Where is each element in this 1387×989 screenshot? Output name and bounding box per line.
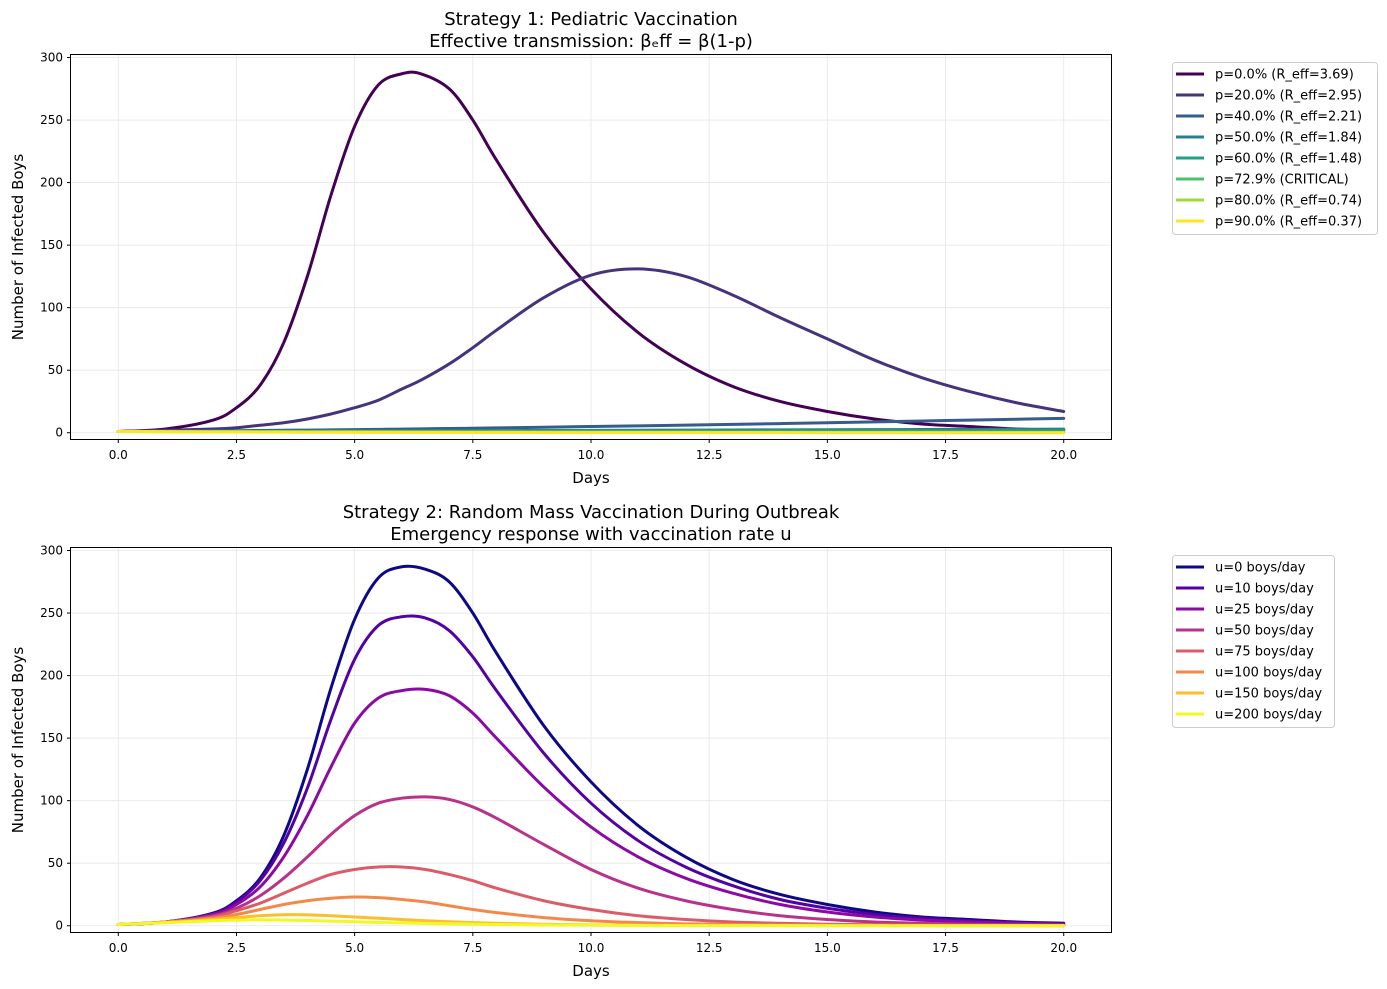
legend-label: u=150 boys/day <box>1215 687 1322 702</box>
series-line-3 <box>116 687 1066 926</box>
x-tick-label: 10.0 <box>578 448 605 462</box>
chart-2-legend: u=0 boys/day u=10 boys/day u=25 boys/day u=… <box>1172 555 1335 728</box>
legend-label: p=80.0% (R_eff=0.74) <box>1215 194 1362 209</box>
legend-label: u=100 boys/day <box>1215 666 1322 681</box>
x-tick-label: 20.0 <box>1050 448 1077 462</box>
y-tick-label: 150 <box>40 731 63 745</box>
x-tick-label: 10.0 <box>578 941 605 955</box>
legend-label: u=50 boys/day <box>1215 624 1314 639</box>
chart-2-title: Strategy 2: Random Mass Vaccination Duri… <box>343 502 840 523</box>
series-line-1 <box>116 564 1066 926</box>
legend-label: u=200 boys/day <box>1215 708 1322 723</box>
y-tick-label: 100 <box>40 794 63 808</box>
legend-label: p=20.0% (R_eff=2.95) <box>1215 89 1362 104</box>
chart-2-ylabel: Number of Infected Boys <box>9 647 27 834</box>
x-tick-label: 17.5 <box>932 448 959 462</box>
x-tick-label: 12.5 <box>696 941 723 955</box>
x-tick-label: 0.0 <box>109 941 128 955</box>
legend-box <box>1172 555 1335 728</box>
x-tick-label: 7.5 <box>463 941 482 955</box>
x-tick-label: 20.0 <box>1050 941 1077 955</box>
legend-label: u=75 boys/day <box>1215 645 1314 660</box>
strategy-1-chart: Strategy 1: Pediatric Vaccination Effect… <box>9 9 1378 487</box>
legend-label: u=25 boys/day <box>1215 603 1314 618</box>
chart-1-legend: p=0.0% (R_eff=3.69) p=20.0% (R_eff=2.95)p… <box>1172 62 1378 235</box>
y-tick-label: 300 <box>40 51 63 65</box>
legend-label: p=90.0% (R_eff=0.37) <box>1215 215 1362 230</box>
y-tick-label: 0 <box>55 919 63 933</box>
y-tick-label: 150 <box>40 238 63 252</box>
legend-label: p=60.0% (R_eff=1.48) <box>1215 152 1362 167</box>
chart-1-ylabel: Number of Infected Boys <box>9 154 27 341</box>
x-tick-label: 2.5 <box>227 448 246 462</box>
y-tick-label: 200 <box>40 176 63 190</box>
series-line-1 <box>116 70 1066 433</box>
chart-1-subtitle: Effective transmission: βₑff = β(1-p) <box>429 31 753 52</box>
x-tick-label: 5.0 <box>345 941 364 955</box>
chart-2-subtitle: Emergency response with vaccination rate… <box>390 524 791 545</box>
series-line-2 <box>116 614 1066 926</box>
legend-label: u=10 boys/day <box>1215 582 1314 597</box>
x-tick-label: 7.5 <box>463 448 482 462</box>
y-tick-label: 50 <box>48 363 63 377</box>
legend-box <box>1172 62 1378 235</box>
series-line-8 <box>116 430 1066 435</box>
x-tick-label: 17.5 <box>932 941 959 955</box>
y-tick-label: 300 <box>40 544 63 558</box>
x-tick-label: 15.0 <box>814 448 841 462</box>
legend-label: u=0 boys/day <box>1215 561 1306 576</box>
x-tick-label: 12.5 <box>696 448 723 462</box>
chart-2-xlabel: Days <box>572 962 610 980</box>
x-tick-label: 0.0 <box>109 448 128 462</box>
chart-1-title: Strategy 1: Pediatric Vaccination <box>444 9 738 30</box>
y-tick-label: 50 <box>48 856 63 870</box>
x-tick-label: 15.0 <box>814 941 841 955</box>
y-tick-label: 100 <box>40 301 63 315</box>
y-tick-label: 200 <box>40 669 63 683</box>
legend-label: p=50.0% (R_eff=1.84) <box>1215 131 1362 146</box>
legend-label: p=40.0% (R_eff=2.21) <box>1215 110 1362 125</box>
legend-label: p=0.0% (R_eff=3.69) <box>1215 68 1354 83</box>
series-line-8 <box>116 918 1066 928</box>
x-tick-label: 2.5 <box>227 941 246 955</box>
legend-label: p=72.9% (CRITICAL) <box>1215 173 1349 188</box>
y-tick-label: 250 <box>40 606 63 620</box>
y-tick-label: 250 <box>40 113 63 127</box>
chart-1-xlabel: Days <box>572 469 610 487</box>
series-line-2 <box>116 267 1066 433</box>
series-line-4 <box>116 795 1066 927</box>
y-tick-label: 0 <box>55 426 63 440</box>
x-tick-label: 5.0 <box>345 448 364 462</box>
strategy-2-chart: Strategy 2: Random Mass Vaccination Duri… <box>9 502 1335 980</box>
